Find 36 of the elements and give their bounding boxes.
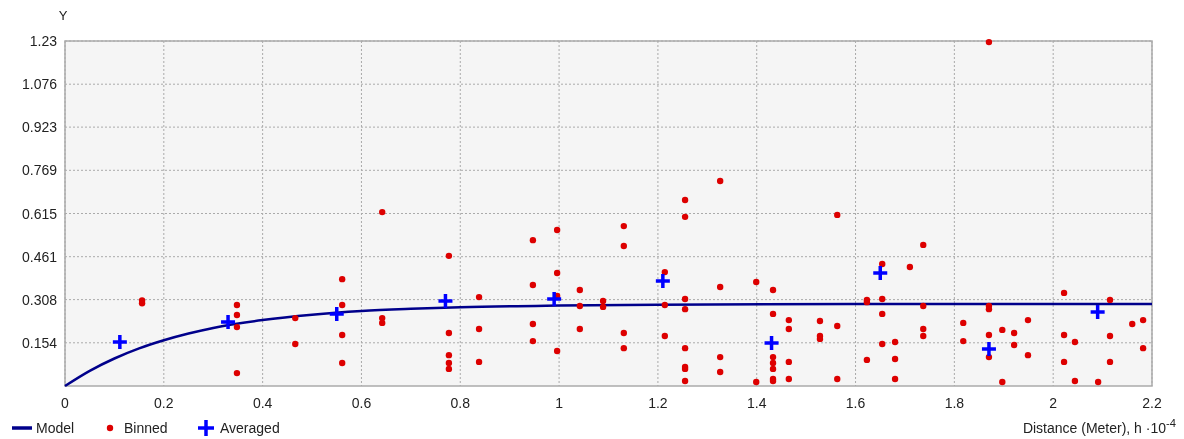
y-tick-label: 0.923 bbox=[21, 119, 58, 136]
point bbox=[980, 340, 998, 358]
legend-label: Binned bbox=[124, 420, 168, 436]
y-tick-label: 0.308 bbox=[21, 291, 58, 308]
legend-label: Model bbox=[36, 420, 75, 436]
legend-label: Averaged bbox=[220, 420, 280, 436]
x-tick-label: 1.4 bbox=[746, 395, 767, 411]
x-tick-label: 0.4 bbox=[252, 395, 273, 411]
y-tick-label: 0.615 bbox=[21, 205, 58, 222]
point bbox=[219, 313, 237, 331]
x-tick-label: 1 bbox=[555, 395, 564, 411]
x-tick-label: 0.2 bbox=[154, 395, 174, 411]
point bbox=[545, 290, 563, 308]
y-tick-label: 0.461 bbox=[21, 248, 58, 265]
x-axis-title: Distance (Meter), h ·10$^{-4}$ bbox=[1022, 417, 1176, 436]
x-tick-label: 0.8 bbox=[450, 395, 471, 411]
line-series bbox=[63, 302, 1154, 388]
y-tick-label: 1.076 bbox=[21, 76, 58, 93]
point bbox=[1088, 303, 1107, 321]
y-tick-label: 0.769 bbox=[21, 162, 58, 179]
y-tick-label: 1.23 bbox=[29, 33, 58, 49]
x-tick-label: 2.2 bbox=[1142, 395, 1162, 411]
x-tick-label: 2 bbox=[1049, 395, 1058, 411]
point bbox=[762, 334, 781, 352]
point bbox=[436, 292, 455, 310]
point bbox=[328, 305, 346, 323]
point bbox=[871, 264, 889, 282]
x-tick-label: 0 bbox=[61, 395, 70, 411]
y-axis-title: Y bbox=[58, 8, 68, 23]
x-tick-label: 0.6 bbox=[351, 395, 372, 411]
point bbox=[111, 333, 129, 351]
y-tick-label: 0.154 bbox=[21, 334, 58, 351]
point bbox=[654, 272, 672, 290]
x-tick-label: 1.8 bbox=[944, 395, 965, 411]
x-tick-label: 1.2 bbox=[648, 395, 668, 411]
x-tick-label: 1.6 bbox=[845, 395, 866, 411]
